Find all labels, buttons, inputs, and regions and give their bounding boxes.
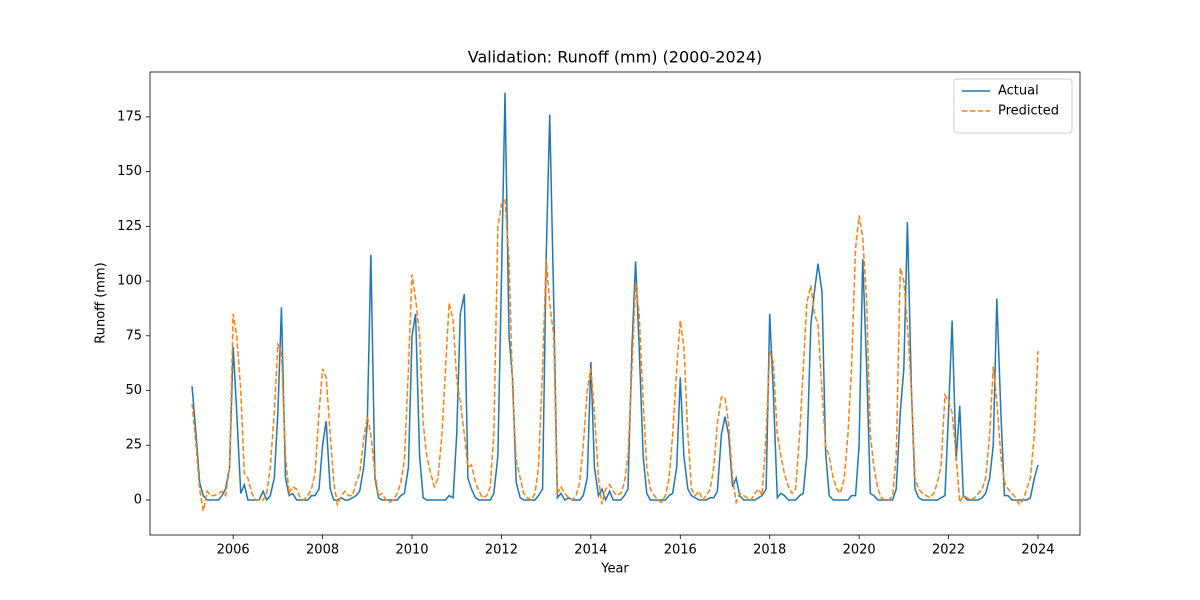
- series-line: [191, 198, 1039, 512]
- x-axis-label: Year: [600, 562, 629, 577]
- x-tick-label: 2012: [485, 543, 518, 558]
- legend-label: Predicted: [998, 104, 1059, 119]
- legend-box: [953, 78, 1073, 134]
- x-tick-label: 2014: [574, 543, 607, 558]
- y-tick-label: 0: [134, 492, 142, 507]
- series-line: [191, 92, 1039, 503]
- x-tick-label: 2020: [843, 543, 876, 558]
- x-tick-label: 2022: [932, 543, 965, 558]
- x-tick-label: 2008: [306, 543, 339, 558]
- plot-frame: [149, 71, 1081, 536]
- x-tick-label: 2016: [664, 543, 697, 558]
- x-tick-label: 2010: [395, 543, 428, 558]
- x-tick-label: 2018: [753, 543, 786, 558]
- y-tick-label: 75: [125, 328, 142, 343]
- y-tick-label: 100: [117, 274, 142, 289]
- y-tick-label: 175: [117, 109, 142, 124]
- x-tick-label: 2024: [1021, 543, 1054, 558]
- chart-title: Validation: Runoff (mm) (2000-2024): [468, 48, 763, 67]
- y-tick-label: 125: [117, 219, 142, 234]
- y-tick-label: 150: [117, 164, 142, 179]
- y-tick-label: 25: [125, 438, 142, 453]
- y-tick-label: 50: [125, 383, 142, 398]
- legend-label: Actual: [998, 84, 1039, 99]
- x-tick-label: 2006: [217, 543, 250, 558]
- y-axis-label: Runoff (mm): [94, 262, 109, 343]
